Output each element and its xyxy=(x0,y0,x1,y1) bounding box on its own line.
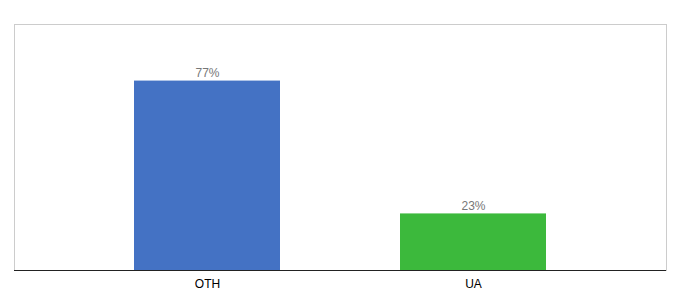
svg-text:OTH: OTH xyxy=(195,277,220,291)
svg-text:23%: 23% xyxy=(461,199,485,213)
svg-text:77%: 77% xyxy=(195,66,219,80)
svg-text:UA: UA xyxy=(465,277,482,291)
